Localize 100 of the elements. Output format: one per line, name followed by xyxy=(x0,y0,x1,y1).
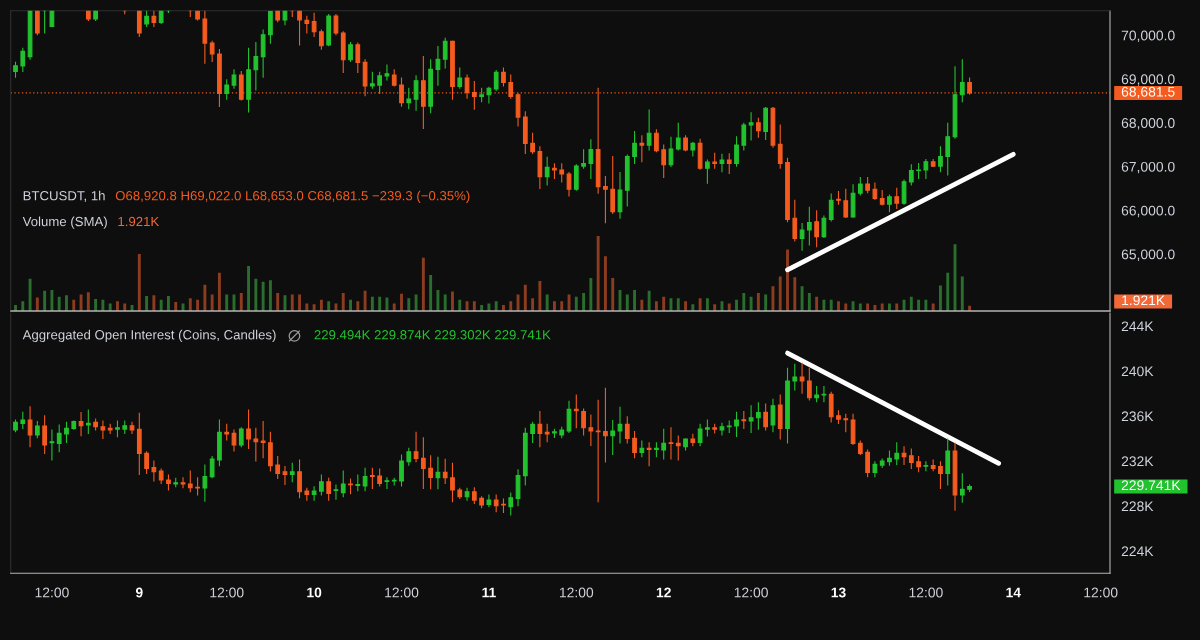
candlestick xyxy=(675,122,681,151)
candlestick xyxy=(78,412,84,437)
candlestick xyxy=(661,144,667,179)
bar xyxy=(203,284,207,311)
candlestick xyxy=(748,405,754,433)
bar xyxy=(611,277,615,311)
text: 229.741K xyxy=(1121,480,1181,491)
candlestick xyxy=(435,456,441,490)
text: O68,920.8 H69,022.0 L68,653.0 C68,681.5 −239.3 (−0.35%) xyxy=(115,190,470,203)
bar xyxy=(946,272,950,311)
candlestick xyxy=(136,412,142,475)
bar xyxy=(254,278,258,311)
bar xyxy=(778,276,782,311)
y-tick-label: 236K xyxy=(1121,411,1154,422)
candlestick xyxy=(180,477,186,489)
candlestick xyxy=(828,193,834,222)
bar xyxy=(705,298,709,311)
chart-title: Volume (SMA) xyxy=(22,216,107,229)
candlestick xyxy=(435,46,441,86)
bar xyxy=(574,296,578,311)
candlestick xyxy=(326,477,332,501)
candlestick xyxy=(908,164,914,186)
bar xyxy=(174,301,178,311)
candlestick xyxy=(238,427,244,448)
candlestick xyxy=(763,106,769,140)
candlestick xyxy=(544,156,550,186)
candlestick xyxy=(260,29,266,78)
candlestick xyxy=(515,469,521,507)
bar xyxy=(392,303,396,311)
candlestick xyxy=(814,210,820,248)
candlestick xyxy=(632,130,637,165)
y-tick-label: 68,000.0 xyxy=(1121,118,1175,130)
candlestick xyxy=(457,67,463,89)
y-tick-label: 232K xyxy=(1121,456,1154,467)
bar xyxy=(647,290,651,311)
candlestick xyxy=(253,427,259,462)
bar xyxy=(123,303,127,311)
candlestick xyxy=(865,449,870,478)
candlestick xyxy=(450,462,455,503)
candlestick xyxy=(850,184,856,218)
bar xyxy=(880,303,884,311)
candlestick xyxy=(275,456,281,479)
candlestick xyxy=(806,367,812,401)
bar xyxy=(166,295,170,311)
candlestick xyxy=(581,408,586,436)
bar xyxy=(50,289,54,311)
candlestick xyxy=(697,423,703,447)
x-tick-label: 13 xyxy=(831,587,846,598)
bar xyxy=(159,299,163,311)
candlestick xyxy=(340,470,346,498)
candlestick xyxy=(136,10,142,38)
x-tick-label: 12 xyxy=(656,587,671,598)
candlestick xyxy=(56,424,62,453)
candlestick xyxy=(573,164,579,191)
bar xyxy=(290,294,294,311)
bar xyxy=(603,256,607,311)
candlestick xyxy=(209,40,215,63)
bar xyxy=(370,296,374,311)
candlestick xyxy=(202,464,208,502)
x-tick-label: 14 xyxy=(1006,587,1021,598)
y-tick-label: 228K xyxy=(1121,501,1154,512)
candlestick xyxy=(908,448,914,469)
candlestick xyxy=(297,459,302,499)
candlestick xyxy=(719,422,725,436)
candlestick xyxy=(632,431,637,459)
bar xyxy=(239,292,243,311)
bar xyxy=(137,253,141,311)
candlestick xyxy=(493,70,499,91)
candlestick xyxy=(763,403,769,431)
candlestick xyxy=(603,387,608,463)
bar xyxy=(691,304,695,311)
bar xyxy=(429,274,433,311)
bar xyxy=(837,301,840,311)
bar xyxy=(589,277,593,311)
bar xyxy=(917,299,921,311)
bar xyxy=(305,303,309,311)
candlestick xyxy=(945,122,951,176)
bar xyxy=(400,293,403,311)
bar xyxy=(756,292,760,311)
candlestick xyxy=(610,155,616,214)
bar xyxy=(108,303,112,311)
candlestick xyxy=(923,158,929,179)
candlestick xyxy=(588,414,594,446)
x-tick-label: 12:00 xyxy=(734,587,768,598)
bar xyxy=(261,281,265,311)
bar xyxy=(385,297,389,311)
candlestick xyxy=(959,473,965,503)
bar xyxy=(523,284,527,311)
bar xyxy=(57,296,61,311)
candlestick xyxy=(49,429,55,461)
candlestick xyxy=(639,135,645,163)
candlestick xyxy=(144,451,149,474)
bar xyxy=(895,303,899,311)
bar xyxy=(866,303,870,311)
candlestick xyxy=(508,492,514,516)
candlestick xyxy=(268,10,273,44)
candlestick xyxy=(34,10,40,36)
bar xyxy=(560,301,564,311)
candlestick xyxy=(413,75,419,111)
bar xyxy=(86,292,90,311)
